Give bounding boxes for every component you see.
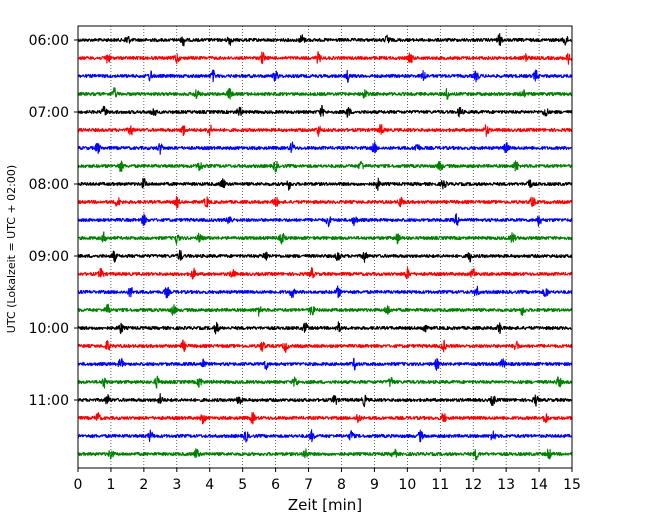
- seismogram-trace: [77, 69, 573, 84]
- y-tick-label: 06:00: [29, 33, 69, 49]
- x-tick-label: 14: [530, 477, 548, 493]
- seismogram-trace: [77, 87, 573, 100]
- seismogram-trace: [77, 123, 573, 138]
- seismogram-trace: [77, 375, 573, 389]
- x-tick-label: 6: [271, 477, 280, 493]
- x-tick-label: 9: [370, 477, 379, 493]
- y-tick-label: 08:00: [29, 177, 69, 193]
- seismogram-trace: [77, 429, 573, 443]
- seismogram-trace: [77, 321, 573, 335]
- x-tick-label: 7: [304, 477, 313, 493]
- seismogram-trace: [77, 303, 573, 317]
- x-tick-label: 11: [431, 477, 449, 493]
- seismogram-trace: [77, 160, 573, 173]
- seismogram-trace: [77, 411, 573, 425]
- seismogram-trace: [77, 267, 573, 280]
- seismogram-trace: [77, 213, 573, 228]
- trace-layer: [77, 32, 573, 461]
- plot-frame: [77, 25, 573, 469]
- seismogram-trace: [77, 177, 573, 191]
- x-axis-title: Zeit [min]: [288, 496, 362, 514]
- seismogram-trace: [77, 357, 573, 371]
- seismogram-trace: [77, 285, 573, 299]
- seismogram-trace: [77, 393, 573, 408]
- seismogram-trace: [77, 141, 573, 155]
- x-tick-label: 4: [205, 477, 214, 493]
- seismogram-trace: [77, 249, 573, 263]
- y-tick-label: 11:00: [29, 393, 69, 409]
- x-tick-label: 0: [74, 477, 83, 493]
- x-tick-label: 3: [172, 477, 181, 493]
- seismogram-trace: [77, 339, 573, 353]
- y-tick-label: 10:00: [29, 321, 69, 337]
- y-tick-label: 09:00: [29, 249, 69, 265]
- seismogram-trace: [77, 32, 573, 47]
- seismogram-trace: [77, 51, 573, 65]
- x-tick-label: 15: [563, 477, 581, 493]
- y-tick-label: 07:00: [29, 105, 69, 121]
- x-tick-label: 12: [464, 477, 482, 493]
- x-tick-label: 10: [398, 477, 416, 493]
- seismogram-trace: [77, 231, 573, 245]
- x-tick-label: 1: [106, 477, 115, 493]
- x-tick-label: 13: [497, 477, 515, 493]
- y-axis: 06:00 07:00 08:00 09:00 10:00 11:00: [29, 33, 78, 409]
- x-tick-label: 8: [337, 477, 346, 493]
- x-tick-label: 5: [238, 477, 247, 493]
- seismogram-trace: [77, 448, 573, 461]
- x-axis: 0 1 2 3 4 5 6 7 8 9 10 11 12 13 14 15: [74, 468, 581, 493]
- seismogram-trace: [77, 195, 573, 209]
- seismogram-trace: [77, 104, 573, 118]
- x-tick-label: 2: [139, 477, 148, 493]
- y-axis-title: UTC (Lokalzeit = UTC + 02:00): [5, 165, 18, 333]
